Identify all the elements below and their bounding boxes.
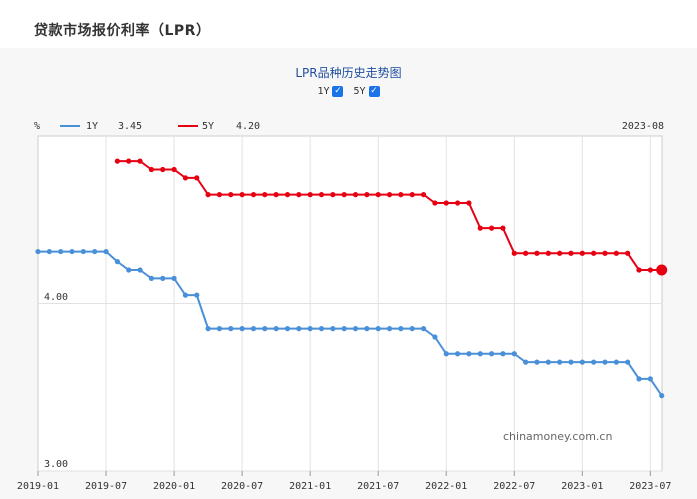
toggle-5y-label: 5Y <box>353 86 366 97</box>
series-toggles: 1Y ✓ 5Y ✓ <box>0 86 697 97</box>
chart-title: LPR品种历史走势图 <box>295 66 402 80</box>
checkbox-1y[interactable]: ✓ <box>332 86 344 97</box>
checkbox-5y[interactable]: ✓ <box>368 86 380 97</box>
chart-panel <box>0 48 697 499</box>
toggle-1y[interactable]: 1Y ✓ <box>317 86 344 97</box>
toggle-1y-label: 1Y <box>317 86 330 97</box>
toggle-5y[interactable]: 5Y ✓ <box>354 86 380 97</box>
page-title: 贷款市场报价利率（LPR） <box>34 23 211 39</box>
